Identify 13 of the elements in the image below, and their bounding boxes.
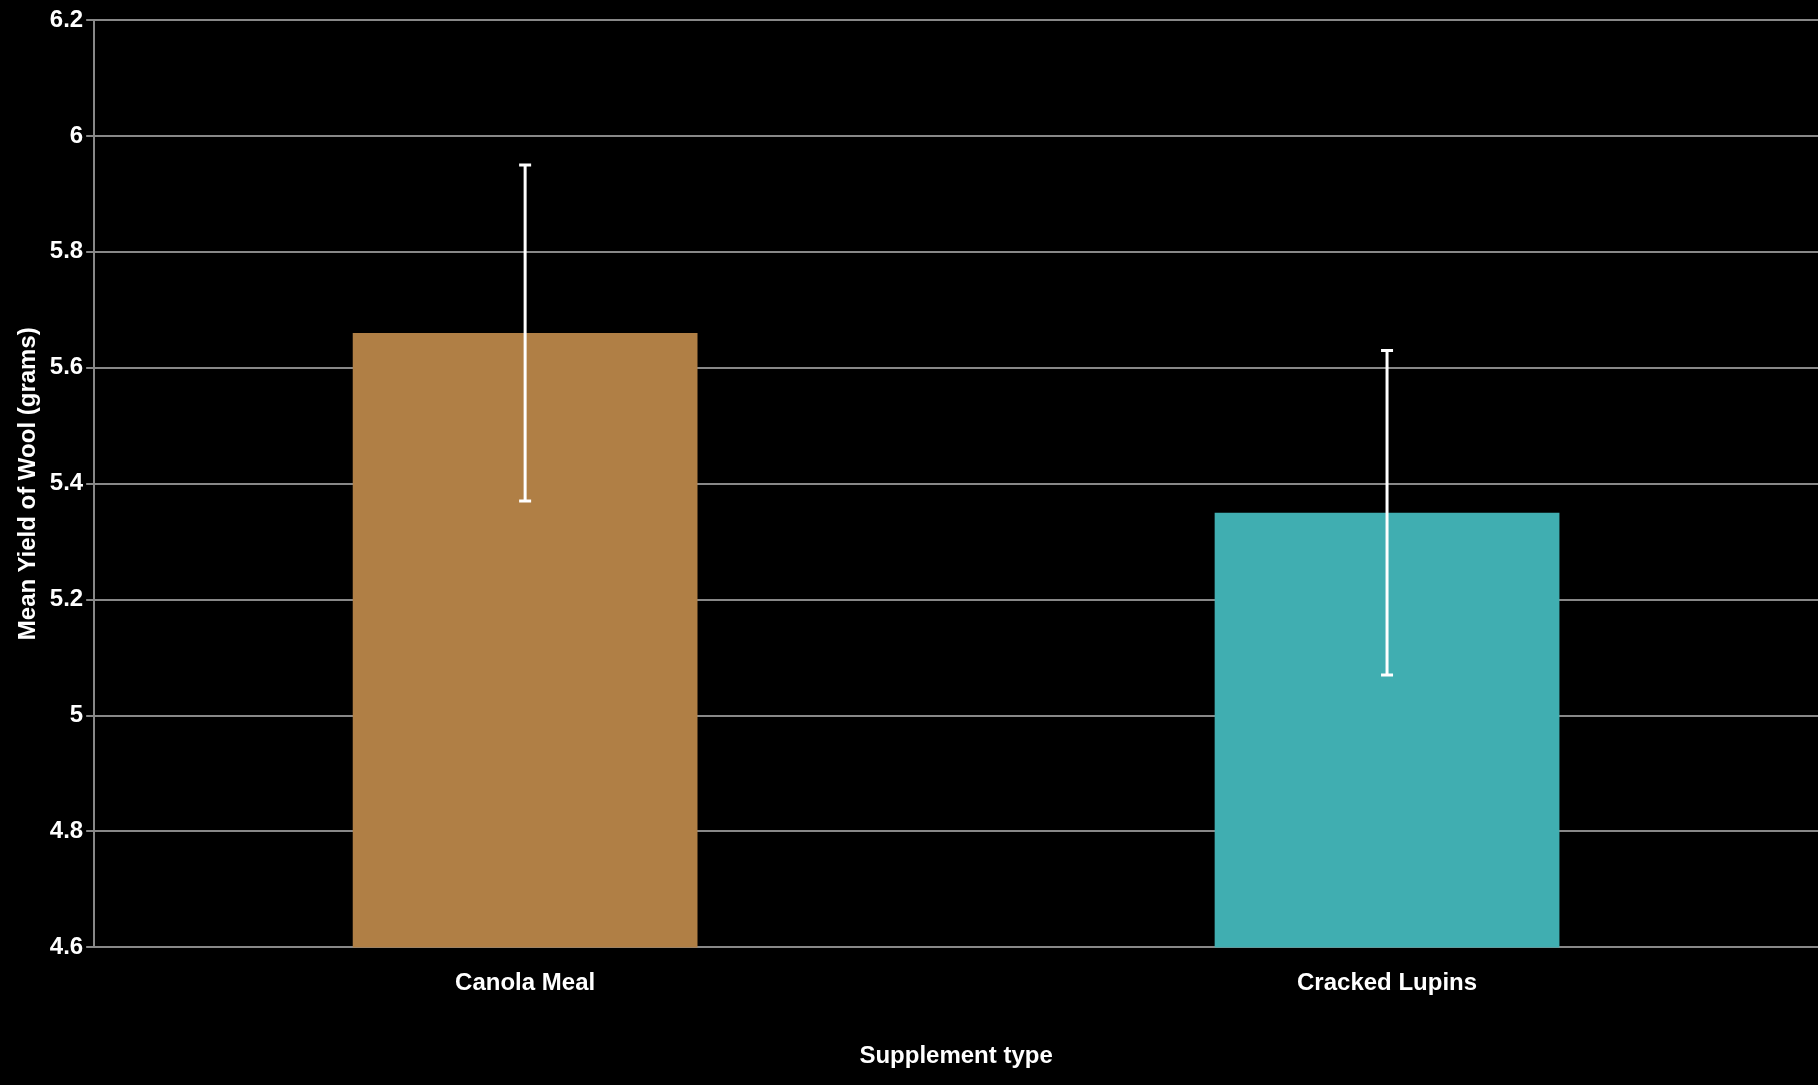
y-tick-label: 5.8: [49, 236, 84, 264]
y-tick-label: 4.8: [49, 816, 84, 844]
y-tick-label: 5: [69, 700, 84, 728]
y-tick-label: 5.6: [49, 352, 84, 380]
x-tick-label: Cracked Lupins: [1297, 968, 1478, 996]
y-tick-label: 5.4: [49, 468, 84, 496]
y-tick-label: 6: [69, 120, 84, 148]
y-axis-title: Mean Yield of Wool (grams): [13, 327, 41, 641]
x-tick-label: Canola Meal: [455, 968, 596, 996]
y-tick-label: 5.2: [49, 584, 84, 612]
y-tick-label: 6.2: [49, 4, 84, 32]
y-tick-label: 4.6: [49, 932, 84, 960]
x-axis-title: Supplement type: [859, 1041, 1053, 1069]
